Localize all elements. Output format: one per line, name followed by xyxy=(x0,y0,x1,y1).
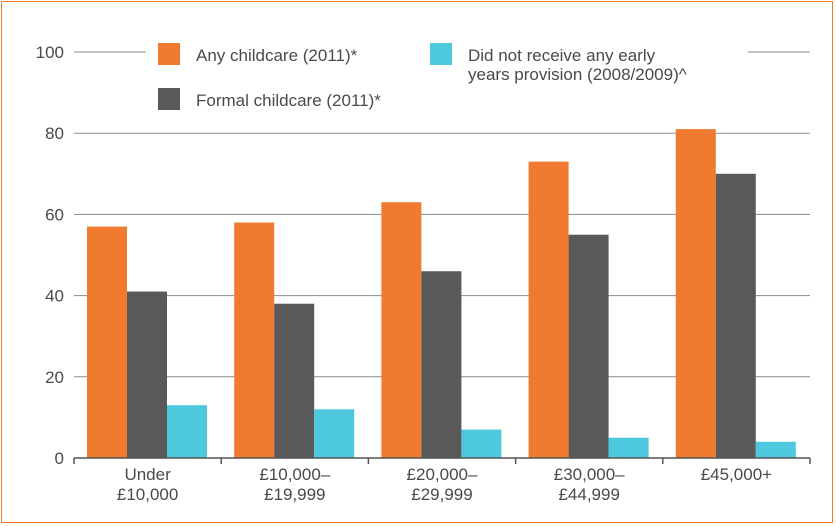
legend-label-line: Did not receive any early xyxy=(468,46,656,65)
x-category-line: £10,000– xyxy=(259,465,330,484)
bar xyxy=(755,441,796,458)
x-category-label: £30,000– £44,999 xyxy=(554,465,625,504)
bar xyxy=(715,173,756,459)
bar xyxy=(127,291,167,458)
x-category-line: Under xyxy=(124,465,171,484)
y-axis: 0 20 40 60 80 100 xyxy=(36,43,64,468)
legend-label: Did not receive any early years provision… xyxy=(468,46,687,84)
legend-label: Any childcare (2011)* xyxy=(196,46,358,65)
y-tick-label: 20 xyxy=(45,368,64,387)
bar xyxy=(314,409,355,458)
bar xyxy=(528,161,569,458)
legend-label: Formal childcare (2011)* xyxy=(196,91,381,110)
bar xyxy=(421,271,462,458)
x-category-label: £10,000– £19,999 xyxy=(259,465,330,504)
x-category-line: £20,000– xyxy=(407,465,478,484)
y-tick-label: 40 xyxy=(45,287,64,306)
bar xyxy=(461,429,502,458)
x-category-label: Under £10,000 xyxy=(117,465,178,504)
x-category-line: £45,000+ xyxy=(701,465,772,484)
legend: Any childcare (2011)* Formal childcare (2… xyxy=(158,43,687,110)
legend-swatch xyxy=(158,43,180,65)
y-tick-label: 80 xyxy=(45,124,64,143)
x-axis: Under £10,000 £10,000– £19,999 £20,000– £29,9… xyxy=(73,457,811,504)
bar xyxy=(608,437,649,458)
x-category-line: £30,000– xyxy=(554,465,625,484)
x-category-line: £19,999 xyxy=(264,485,325,504)
y-tick-label: 0 xyxy=(55,449,64,468)
legend-swatch xyxy=(430,43,452,65)
y-tick-label: 60 xyxy=(45,205,64,224)
x-category-line: £44,999 xyxy=(558,485,619,504)
bar xyxy=(167,405,207,458)
bar xyxy=(568,234,609,458)
bar xyxy=(274,303,315,458)
y-tick-label: 100 xyxy=(36,43,64,62)
legend-swatch xyxy=(158,88,180,110)
bars xyxy=(87,129,796,459)
x-category-line: £10,000 xyxy=(117,485,178,504)
bar xyxy=(87,226,127,458)
legend-label-line: years provision (2008/2009)^ xyxy=(468,65,687,84)
x-category-line: £29,999 xyxy=(411,485,472,504)
bar xyxy=(234,222,275,458)
bar xyxy=(381,202,422,458)
x-category-label: £20,000– £29,999 xyxy=(407,465,478,504)
bar xyxy=(675,129,716,458)
x-category-label: £45,000+ xyxy=(701,465,772,484)
